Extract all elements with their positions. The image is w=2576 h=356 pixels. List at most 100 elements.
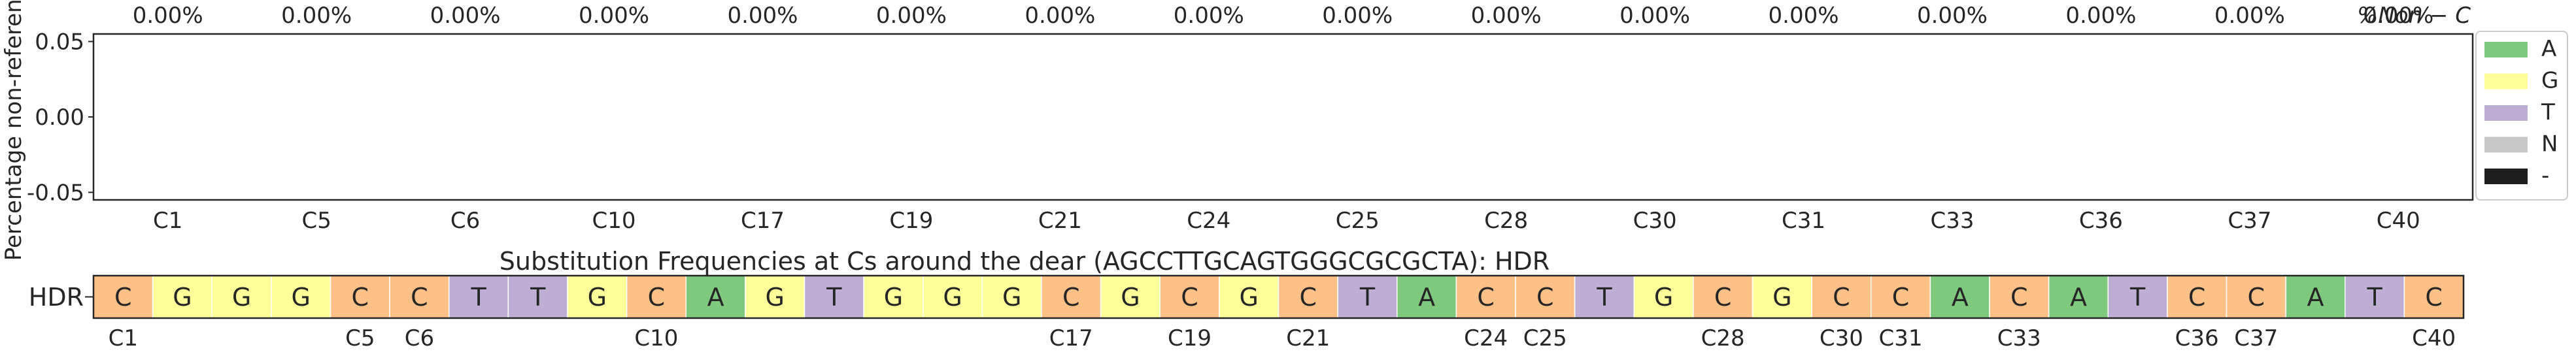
top-percent-label: 0.00% <box>579 3 649 29</box>
legend-swatch-A <box>2484 42 2528 57</box>
top-percent-label: 0.00% <box>876 3 947 29</box>
sequence-cell <box>1693 275 1754 319</box>
sequence-base-label: G <box>1239 283 1258 312</box>
c-position-label-C25: C25 <box>1523 325 1567 351</box>
top-percent-label: 0.00% <box>2363 3 2433 29</box>
y-tick-label: 0.00 <box>35 105 84 131</box>
sequence-base-label: C <box>1300 283 1317 312</box>
sequence-base-label: T <box>1359 283 1376 312</box>
sequence-cell <box>330 275 390 319</box>
y-tick-label: -0.05 <box>27 180 84 206</box>
top-percent-label: 0.00% <box>133 3 203 29</box>
c-position-label-C5: C5 <box>345 325 375 351</box>
sequence-base-label: C <box>1892 283 1910 312</box>
x-tick-label-C19: C19 <box>889 208 933 234</box>
sequence-base-label: C <box>1536 283 1554 312</box>
sequence-cell <box>1633 275 1694 319</box>
sequence-base-label: C <box>2248 283 2265 312</box>
sequence-base-label: G <box>291 283 310 312</box>
c-position-label-C21: C21 <box>1286 325 1330 351</box>
x-tick-label-C6: C6 <box>450 208 480 234</box>
x-tick-label-C40: C40 <box>2377 208 2420 234</box>
y-axis-label: Percentage non-reference <box>1 0 27 261</box>
c-position-label-C1: C1 <box>109 325 138 351</box>
sequence-base-label: G <box>1002 283 1021 312</box>
top-nonref-label: %Non − C <box>2357 3 2471 29</box>
top-percent-label: 0.00% <box>1322 3 1393 29</box>
x-tick-label-C36: C36 <box>2079 208 2123 234</box>
sequence-cell <box>1811 275 1872 319</box>
sequence-cell <box>2345 275 2405 319</box>
x-tick-label-C33: C33 <box>1930 208 1974 234</box>
legend-label-T: T <box>2541 99 2555 125</box>
x-tick-label-C30: C30 <box>1633 208 1677 234</box>
sequence-cell <box>1219 275 1280 319</box>
sequence-cell <box>449 275 509 319</box>
top-percent-label: 0.00% <box>1769 3 1839 29</box>
c-position-label-C31: C31 <box>1879 325 1923 351</box>
sequence-base-label: A <box>1418 283 1435 312</box>
c-position-label-C28: C28 <box>1701 325 1745 351</box>
top-percent-label: 0.00% <box>1174 3 1244 29</box>
sequence-base-label: C <box>1833 283 1850 312</box>
c-position-label-C40: C40 <box>2412 325 2456 351</box>
sequence-base-label: T <box>1596 283 1612 312</box>
top-percent-label: 0.00% <box>1917 3 1988 29</box>
sequence-cell <box>981 275 1042 319</box>
legend-label-N: N <box>2541 131 2558 157</box>
sequence-cell <box>626 275 686 319</box>
sequence-cell <box>152 275 212 319</box>
c-position-label-C36: C36 <box>2175 325 2219 351</box>
sequence-base-label: T <box>2129 283 2146 312</box>
legend-label-A: A <box>2541 36 2556 62</box>
legend-label--: - <box>2541 163 2549 189</box>
sequence-base-label: A <box>1952 283 1969 312</box>
sequence-base-label: G <box>884 283 903 312</box>
top-percent-label: 0.00% <box>1619 3 1690 29</box>
sequence-base-label: C <box>1477 283 1495 312</box>
top-percent-label: 0.00% <box>727 3 798 29</box>
heatmap-row-label: HDR <box>29 283 84 312</box>
sequence-base-label: G <box>1654 283 1673 312</box>
sequence-base-label: T <box>826 283 842 312</box>
sequence-base-label: C <box>411 283 428 312</box>
sequence-base-label: T <box>530 283 546 312</box>
x-tick-label-C37: C37 <box>2228 208 2271 234</box>
sequence-base-label: C <box>352 283 369 312</box>
sequence-cell <box>567 275 628 319</box>
c-position-label-C37: C37 <box>2234 325 2278 351</box>
sequence-base-label: G <box>588 283 607 312</box>
c-position-label-C6: C6 <box>405 325 434 351</box>
legend-swatch-N <box>2484 137 2528 153</box>
sequence-heatmap: Substitution Frequencies at Cs around th… <box>29 247 2465 351</box>
sequence-cell <box>804 275 864 319</box>
c-position-label-C19: C19 <box>1168 325 1212 351</box>
x-tick-label-C10: C10 <box>592 208 636 234</box>
x-tick-label-C17: C17 <box>741 208 785 234</box>
x-tick-label-C5: C5 <box>301 208 331 234</box>
sequence-cell <box>389 275 450 319</box>
c-position-label-C24: C24 <box>1464 325 1508 351</box>
top-percent-label: 0.00% <box>1471 3 1542 29</box>
c-position-label-C30: C30 <box>1820 325 1863 351</box>
sequence-cell <box>745 275 805 319</box>
x-tick-label-C25: C25 <box>1336 208 1380 234</box>
y-tick-label: 0.05 <box>35 29 84 56</box>
sequence-base-label: A <box>2070 283 2087 312</box>
sequence-base-label: G <box>173 283 192 312</box>
c-position-label-C33: C33 <box>1997 325 2041 351</box>
sequence-base-label: A <box>2307 283 2324 312</box>
x-tick-label-C24: C24 <box>1187 208 1230 234</box>
c-position-label-C17: C17 <box>1049 325 1093 351</box>
heatmap-frame <box>92 274 2465 319</box>
x-tick-label-C28: C28 <box>1484 208 1528 234</box>
sequence-cell <box>1515 275 1576 319</box>
legend-swatch-G <box>2484 73 2528 89</box>
x-tick-label-C1: C1 <box>153 208 182 234</box>
top-percent-label: 0.00% <box>1025 3 1095 29</box>
sequence-cell <box>1752 275 1812 319</box>
sequence-base-label: C <box>1714 283 1732 312</box>
